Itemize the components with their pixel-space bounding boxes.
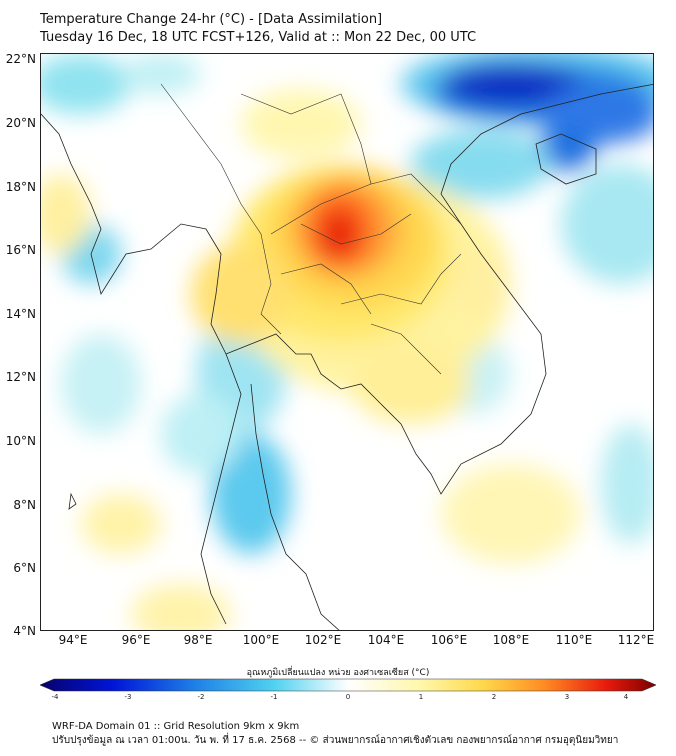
lat-label: 8°N bbox=[13, 498, 36, 512]
lon-label: 110°E bbox=[555, 633, 593, 647]
lon-label: 94°E bbox=[58, 633, 88, 647]
map-title: Temperature Change 24-hr (°C) - [Data As… bbox=[40, 12, 383, 27]
footer-credit: ปรับปรุงข้อมูล ณ เวลา 01:00น. วัน พ. ที่… bbox=[52, 735, 619, 746]
lon-label: 108°E bbox=[492, 633, 530, 647]
lat-label: 12°N bbox=[5, 370, 36, 384]
lat-label: 18°N bbox=[5, 180, 36, 194]
colorbar-tick: 2 bbox=[491, 693, 497, 701]
lon-label: 98°E bbox=[183, 633, 213, 647]
admin-borders bbox=[160, 83, 462, 375]
colorbar-tick: -1 bbox=[270, 693, 278, 701]
colorbar-tick: 0 bbox=[345, 693, 351, 701]
lon-label: 112°E bbox=[617, 633, 655, 647]
map-subtitle: Tuesday 16 Dec, 18 UTC FCST+126, Valid a… bbox=[40, 30, 477, 45]
lon-label: 106°E bbox=[430, 633, 468, 647]
lat-label: 4°N bbox=[13, 624, 36, 638]
colorbar-tick: 1 bbox=[418, 693, 424, 701]
colorbar-scale bbox=[40, 678, 656, 692]
colorbar bbox=[40, 678, 656, 692]
colorbar-tick: 4 bbox=[623, 693, 629, 701]
coastlines bbox=[41, 83, 653, 630]
colorbar-tick: 3 bbox=[564, 693, 570, 701]
lon-label: 102°E bbox=[304, 633, 342, 647]
lat-label: 6°N bbox=[13, 561, 36, 575]
lon-label: 104°E bbox=[367, 633, 405, 647]
colorbar-tick: -2 bbox=[197, 693, 205, 701]
lat-label: 16°N bbox=[5, 243, 36, 257]
footer-resolution: WRF-DA Domain 01 :: Grid Resolution 9km … bbox=[52, 721, 300, 732]
lon-label: 100°E bbox=[242, 633, 280, 647]
lon-label: 96°E bbox=[121, 633, 151, 647]
lat-label: 10°N bbox=[5, 434, 36, 448]
temperature-change-map[interactable] bbox=[40, 53, 654, 631]
colorbar-tick: -4 bbox=[51, 693, 59, 701]
lat-label: 14°N bbox=[5, 307, 36, 321]
colorbar-tick: -3 bbox=[124, 693, 132, 701]
temperature-field bbox=[41, 54, 653, 630]
lat-label: 20°N bbox=[5, 116, 36, 130]
lat-label: 22°N bbox=[5, 52, 36, 66]
colorbar-label: อุณหภูมิเปลี่ยนแปลง หน่วย องศาเซลเซียส (… bbox=[246, 668, 430, 678]
map-canvas bbox=[41, 54, 653, 630]
